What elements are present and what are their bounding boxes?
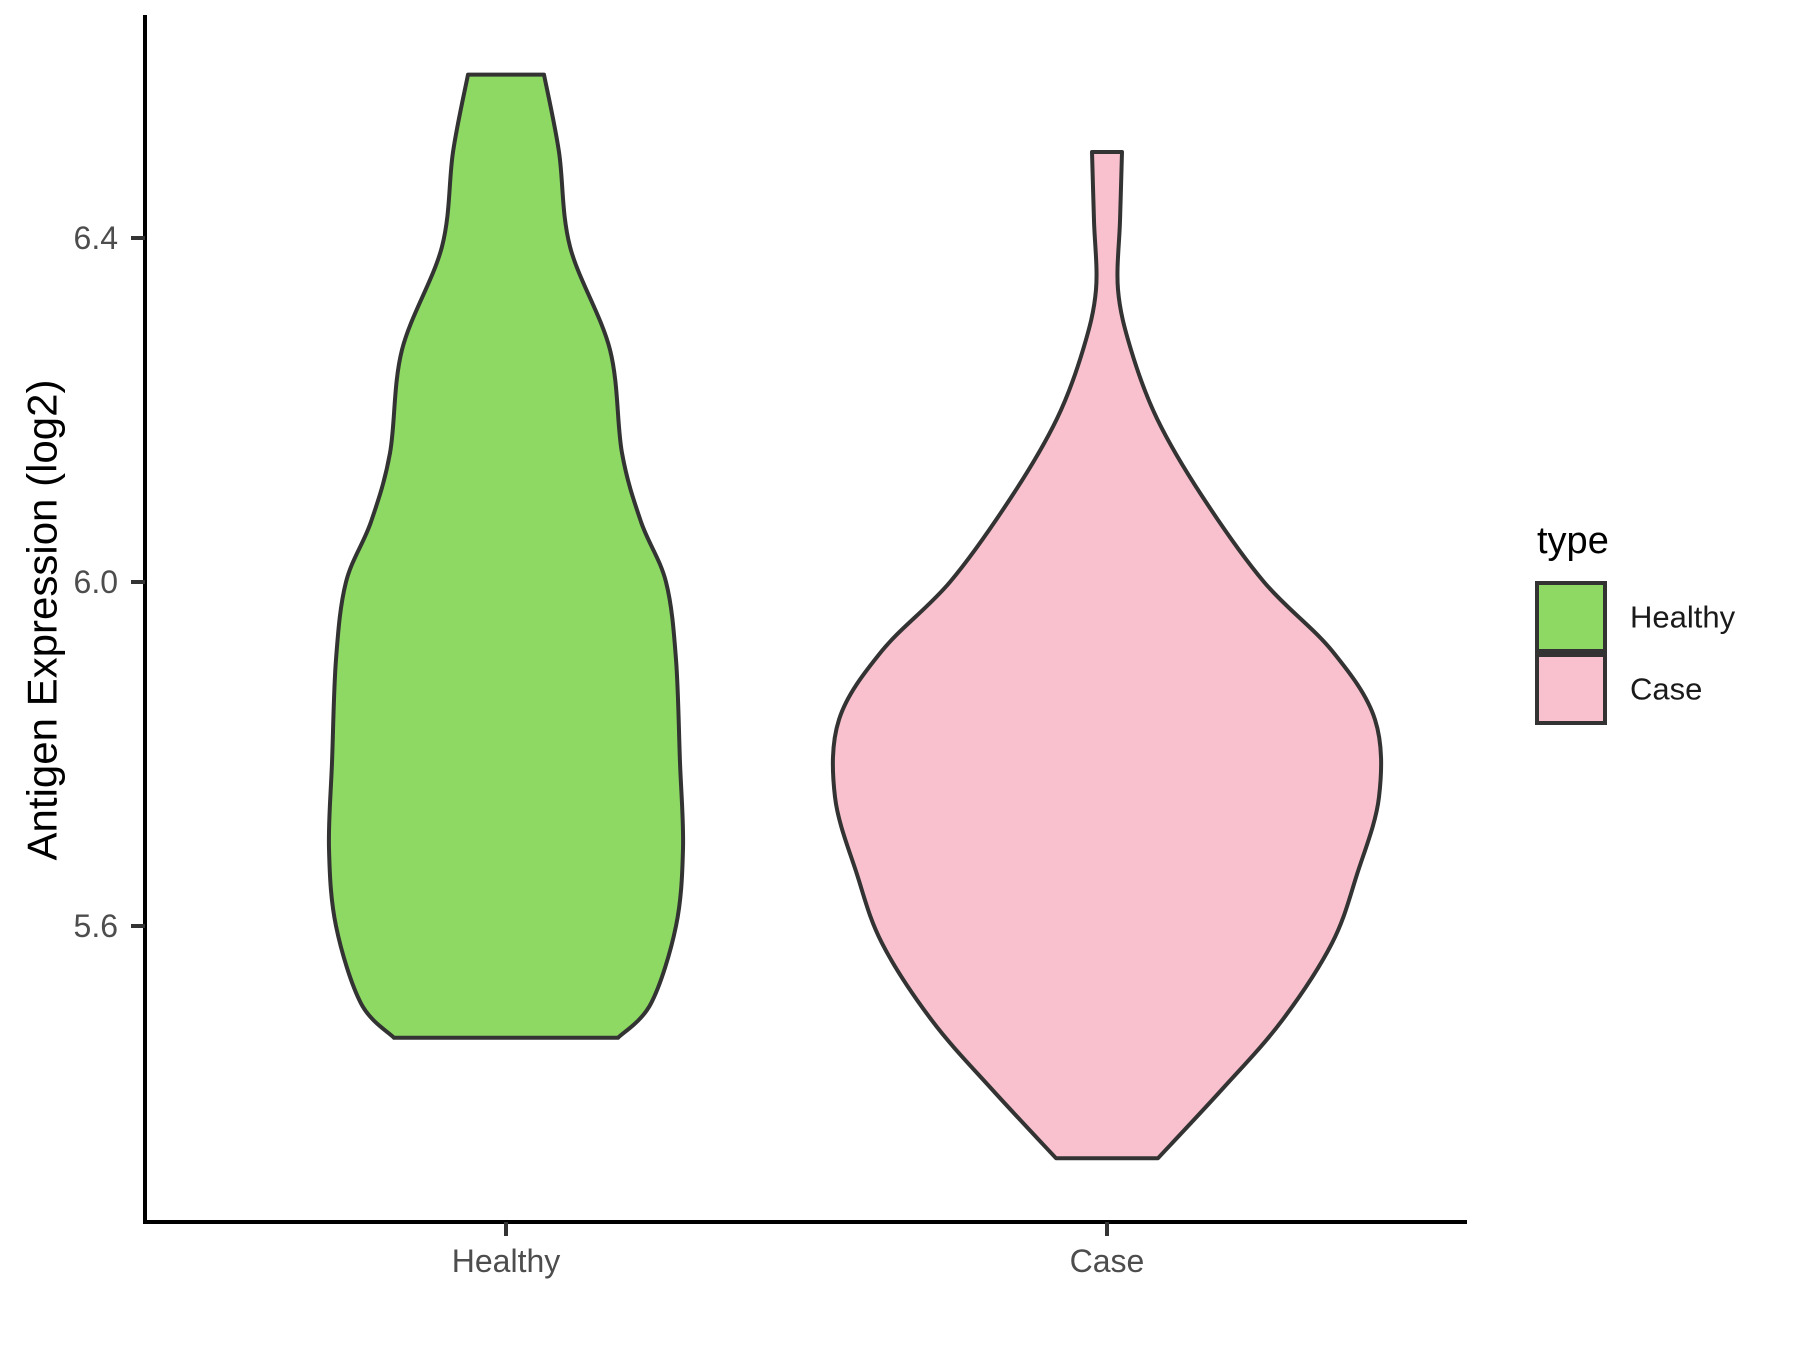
x-tick-label-case: Case (1070, 1243, 1145, 1279)
violins-group (326, 72, 1384, 1161)
axis-lines (143, 15, 1467, 1224)
y-axis-title: Antigen Expression (log2) (19, 380, 66, 861)
axes-group: 6.4 6.0 5.6 Healthy Case (74, 15, 1467, 1279)
legend-swatch-healthy (1535, 581, 1607, 653)
legend-swatch-case (1535, 653, 1607, 725)
violin-case (830, 150, 1384, 1161)
y-tick-label-5.6: 5.6 (74, 908, 118, 944)
y-tick-label-6.4: 6.4 (74, 220, 118, 256)
legend: type Healthy Case (1535, 520, 1736, 725)
legend-label-healthy: Healthy (1630, 600, 1736, 635)
legend-entry-healthy: Healthy (1535, 581, 1736, 653)
violin-healthy (326, 72, 686, 1040)
legend-label-case: Case (1630, 672, 1702, 707)
x-tick-label-healthy: Healthy (452, 1243, 561, 1279)
legend-entry-case: Case (1535, 653, 1702, 725)
legend-title: type (1537, 520, 1609, 562)
y-tick-label-6.0: 6.0 (74, 564, 118, 600)
